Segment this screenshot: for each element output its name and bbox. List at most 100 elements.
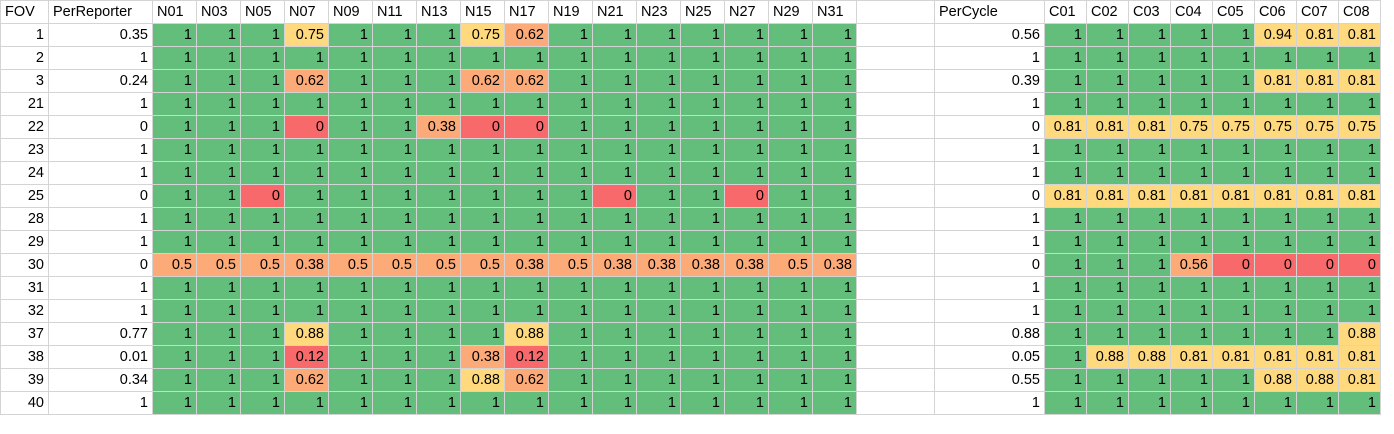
cycle-cell-c02[interactable]: 1 [1086, 92, 1129, 116]
header-cell-percycle[interactable]: PerCycle [934, 0, 1045, 24]
header-cell-perreporter[interactable]: PerReporter [48, 0, 153, 24]
reporter-cell-n21[interactable]: 1 [592, 46, 637, 70]
empty-cell[interactable] [856, 230, 935, 254]
cycle-cell-c04[interactable]: 1 [1170, 161, 1213, 185]
reporter-cell-n13[interactable]: 1 [416, 299, 461, 323]
cycle-cell-c07[interactable]: 1 [1296, 46, 1339, 70]
per-cycle-cell[interactable]: 1 [934, 207, 1045, 231]
reporter-cell-n03[interactable]: 1 [196, 115, 241, 139]
reporter-cell-n03[interactable]: 1 [196, 345, 241, 369]
reporter-cell-n09[interactable]: 1 [328, 276, 373, 300]
cycle-cell-c06[interactable]: 1 [1254, 322, 1297, 346]
reporter-cell-n09[interactable]: 1 [328, 299, 373, 323]
reporter-cell-n27[interactable]: 0.38 [724, 253, 769, 277]
reporter-cell-n13[interactable]: 1 [416, 368, 461, 392]
reporter-cell-n11[interactable]: 1 [372, 69, 417, 93]
reporter-cell-n19[interactable]: 0.5 [548, 253, 593, 277]
empty-cell[interactable] [856, 161, 935, 185]
reporter-cell-n31[interactable]: 0.38 [812, 253, 857, 277]
reporter-cell-n15[interactable]: 1 [460, 230, 505, 254]
reporter-cell-n13[interactable]: 1 [416, 92, 461, 116]
reporter-cell-n09[interactable]: 1 [328, 207, 373, 231]
header-cell-n13[interactable]: N13 [416, 0, 461, 24]
reporter-cell-n03[interactable]: 1 [196, 276, 241, 300]
cycle-cell-c03[interactable]: 1 [1128, 207, 1171, 231]
reporter-cell-n21[interactable]: 1 [592, 138, 637, 162]
cycle-cell-c07[interactable]: 1 [1296, 207, 1339, 231]
cycle-cell-c06[interactable]: 1 [1254, 92, 1297, 116]
header-cell-n21[interactable]: N21 [592, 0, 637, 24]
reporter-cell-n15[interactable]: 1 [460, 46, 505, 70]
reporter-cell-n31[interactable]: 1 [812, 92, 857, 116]
reporter-cell-n13[interactable]: 1 [416, 184, 461, 208]
header-cell-n29[interactable]: N29 [768, 0, 813, 24]
reporter-cell-n27[interactable]: 0 [724, 184, 769, 208]
header-cell-c07[interactable]: C07 [1296, 0, 1339, 24]
reporter-cell-n07[interactable]: 1 [284, 138, 329, 162]
reporter-cell-n25[interactable]: 1 [680, 161, 725, 185]
per-cycle-cell[interactable]: 1 [934, 161, 1045, 185]
reporter-cell-n09[interactable]: 0.5 [328, 253, 373, 277]
fov-cell[interactable]: 3 [0, 69, 49, 93]
cycle-cell-c02[interactable]: 1 [1086, 23, 1129, 47]
cycle-cell-c01[interactable]: 1 [1044, 46, 1087, 70]
reporter-cell-n15[interactable]: 1 [460, 184, 505, 208]
reporter-cell-n11[interactable]: 1 [372, 115, 417, 139]
reporter-cell-n05[interactable]: 1 [240, 345, 285, 369]
cycle-cell-c01[interactable]: 1 [1044, 322, 1087, 346]
header-cell-n17[interactable]: N17 [504, 0, 549, 24]
reporter-cell-n09[interactable]: 1 [328, 46, 373, 70]
reporter-cell-n07[interactable]: 1 [284, 92, 329, 116]
empty-cell[interactable] [856, 69, 935, 93]
reporter-cell-n23[interactable]: 1 [636, 276, 681, 300]
reporter-cell-n27[interactable]: 1 [724, 322, 769, 346]
reporter-cell-n19[interactable]: 1 [548, 230, 593, 254]
cycle-cell-c03[interactable]: 1 [1128, 46, 1171, 70]
reporter-cell-n17[interactable]: 1 [504, 184, 549, 208]
per-reporter-cell[interactable]: 1 [48, 299, 153, 323]
reporter-cell-n23[interactable]: 1 [636, 299, 681, 323]
reporter-cell-n17[interactable]: 1 [504, 230, 549, 254]
reporter-cell-n13[interactable]: 1 [416, 23, 461, 47]
reporter-cell-n01[interactable]: 1 [152, 345, 197, 369]
reporter-cell-n11[interactable]: 1 [372, 276, 417, 300]
cycle-cell-c01[interactable]: 1 [1044, 23, 1087, 47]
reporter-cell-n05[interactable]: 1 [240, 138, 285, 162]
reporter-cell-n15[interactable]: 0.75 [460, 23, 505, 47]
empty-cell[interactable] [856, 0, 935, 24]
reporter-cell-n01[interactable]: 1 [152, 69, 197, 93]
reporter-cell-n03[interactable]: 1 [196, 184, 241, 208]
cycle-cell-c04[interactable]: 1 [1170, 322, 1213, 346]
empty-cell[interactable] [856, 253, 935, 277]
cycle-cell-c06[interactable]: 1 [1254, 299, 1297, 323]
header-cell-c06[interactable]: C06 [1254, 0, 1297, 24]
header-cell-c01[interactable]: C01 [1044, 0, 1087, 24]
reporter-cell-n15[interactable]: 1 [460, 299, 505, 323]
header-cell-n23[interactable]: N23 [636, 0, 681, 24]
per-reporter-cell[interactable]: 1 [48, 276, 153, 300]
reporter-cell-n21[interactable]: 1 [592, 276, 637, 300]
cycle-cell-c07[interactable]: 0.88 [1296, 368, 1339, 392]
reporter-cell-n29[interactable]: 0.5 [768, 253, 813, 277]
cycle-cell-c04[interactable]: 1 [1170, 391, 1213, 415]
cycle-cell-c02[interactable]: 1 [1086, 46, 1129, 70]
reporter-cell-n21[interactable]: 1 [592, 299, 637, 323]
per-reporter-cell[interactable]: 0 [48, 253, 153, 277]
cycle-cell-c02[interactable]: 1 [1086, 322, 1129, 346]
fov-cell[interactable]: 21 [0, 92, 49, 116]
cycle-cell-c05[interactable]: 1 [1212, 207, 1255, 231]
reporter-cell-n21[interactable]: 1 [592, 230, 637, 254]
cycle-cell-c07[interactable]: 1 [1296, 391, 1339, 415]
cycle-cell-c07[interactable]: 0.75 [1296, 115, 1339, 139]
per-cycle-cell[interactable]: 0 [934, 115, 1045, 139]
reporter-cell-n31[interactable]: 1 [812, 184, 857, 208]
fov-cell[interactable]: 32 [0, 299, 49, 323]
fov-cell[interactable]: 22 [0, 115, 49, 139]
cycle-cell-c02[interactable]: 1 [1086, 138, 1129, 162]
cycle-cell-c03[interactable]: 1 [1128, 368, 1171, 392]
cycle-cell-c04[interactable]: 1 [1170, 299, 1213, 323]
reporter-cell-n15[interactable]: 1 [460, 207, 505, 231]
empty-cell[interactable] [856, 345, 935, 369]
header-cell-n03[interactable]: N03 [196, 0, 241, 24]
cycle-cell-c02[interactable]: 1 [1086, 299, 1129, 323]
